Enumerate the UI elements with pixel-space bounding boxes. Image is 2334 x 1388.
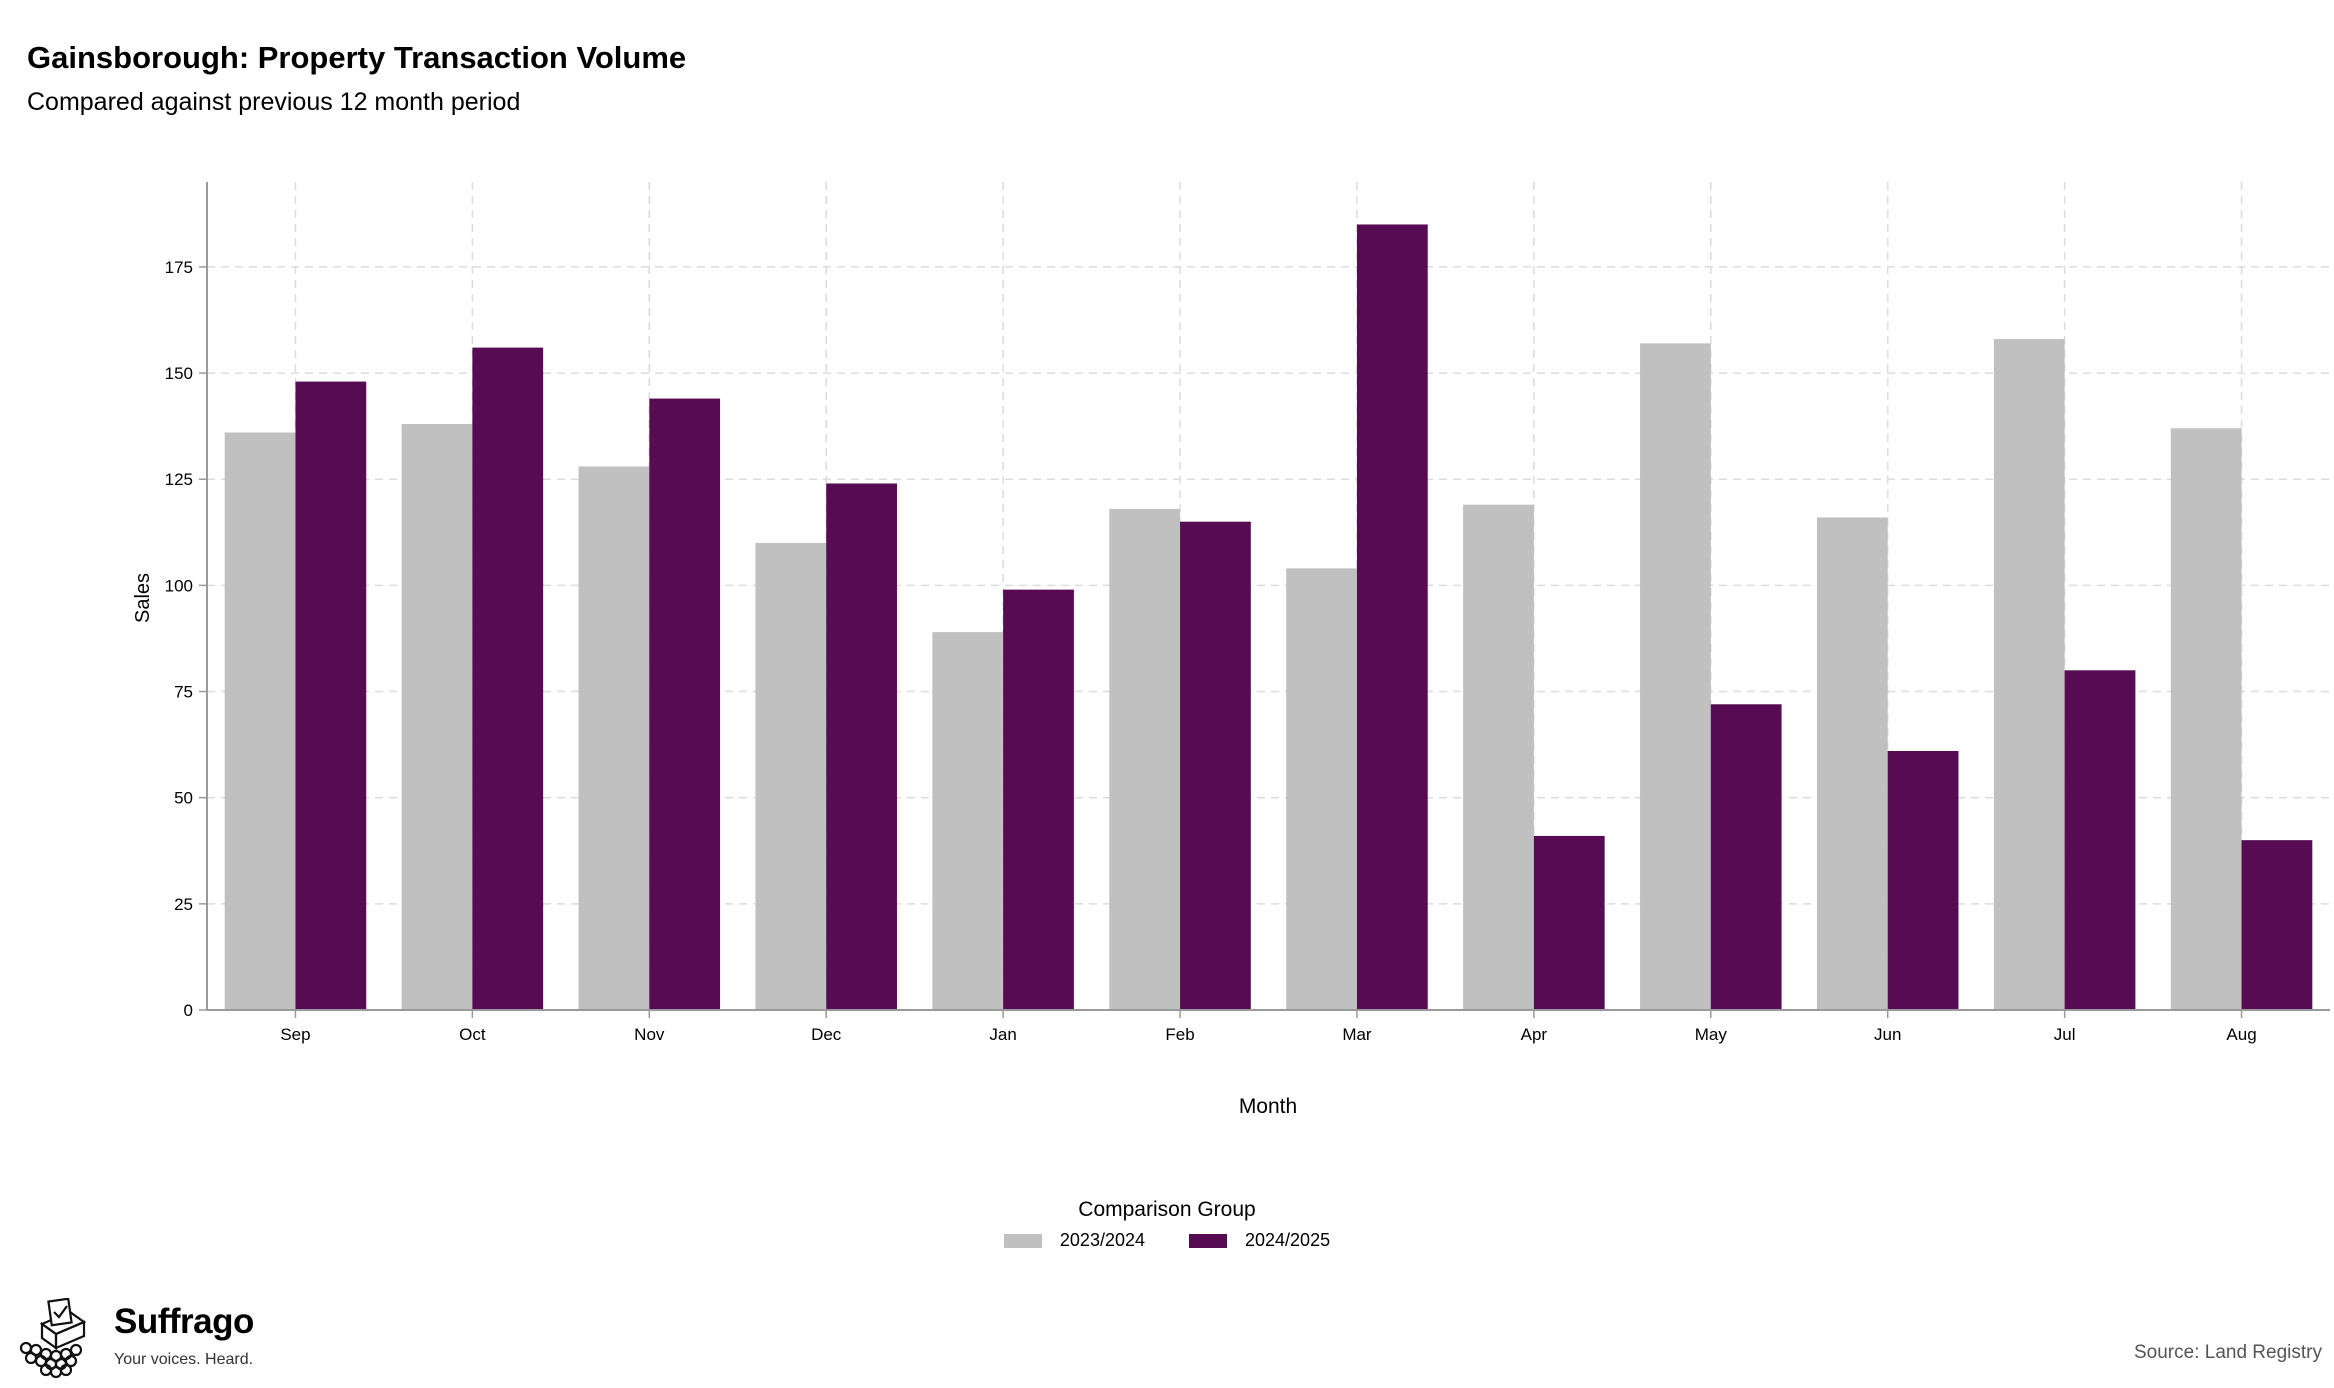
bar-2023-2024-jun [1816,517,1888,1010]
legend-swatch-2024 [1189,1233,1227,1248]
legend-swatch-2023 [1003,1233,1042,1248]
bar-2023-2024-mar [1286,568,1357,1010]
x-tick-label: Apr [1521,1025,1548,1044]
bar-2023-2024-feb [1109,508,1181,1010]
y-axis-label: Sales [132,573,154,623]
y-tick-label: 0 [184,1001,193,1020]
y-tick-label: 50 [174,789,193,808]
legend: Comparison Group 2023/2024 2024/2025 [0,1198,2334,1253]
chart-subtitle: Compared against previous 12 month perio… [27,88,521,116]
x-tick-label: May [1695,1025,1728,1044]
bar-2024-2025-sep [295,381,367,1011]
x-tick-label: Dec [811,1025,842,1044]
bar-2023-2024-jan [932,632,1004,1010]
bar-2024-2025-dec [826,483,897,1010]
y-tick-label: 150 [165,364,193,383]
brand-logo: Suffrago Your voices. Heard. [14,1298,254,1378]
bar-2024-2025-apr [1533,835,1605,1010]
brand-tagline: Your voices. Heard. [114,1351,254,1368]
x-tick-label: Oct [459,1025,486,1044]
bar-2023-2024-dec [755,542,827,1010]
axes: 0 25 50 75 100 125 150 175 Sep Oct Nov Dec Jan Feb Mar… [165,182,2330,1044]
brand-name: Suffrago [114,1302,254,1341]
bar-2024-2025-mar [1356,224,1428,1010]
y-tick-label: 25 [174,895,193,914]
bar-2024-2025-may [1710,704,1782,1010]
y-tick-label: 100 [165,576,193,595]
bar-2024-2025-feb [1180,521,1251,1010]
source-note: Source: Land Registry [2134,1342,2322,1363]
legend-title: Comparison Group [1078,1198,1256,1221]
bar-2024-2025-oct [472,347,544,1011]
legend-label-2024: 2024/2025 [1245,1230,1331,1250]
y-tick-label: 125 [165,470,193,489]
legend-items: 2023/2024 2024/2025 [1003,1230,1330,1251]
y-tick-label: 175 [165,258,193,277]
bar-2024-2025-nov [649,398,721,1010]
ballot-box-icon [19,1298,87,1378]
legend-item-2023: 2023/2024 [1003,1230,1145,1251]
x-tick-label: Jan [989,1025,1016,1044]
x-tick-label: Jun [1874,1025,1901,1044]
x-tick-label: Aug [2226,1025,2256,1044]
x-axis-label: Month [1239,1095,1297,1118]
bars [224,224,2313,1011]
x-tick-label: Sep [280,1025,310,1044]
chart-title: Gainsborough: Property Transaction Volum… [27,40,687,75]
x-tick-label: Nov [634,1025,665,1044]
x-tick-label: Jul [2054,1025,2076,1044]
x-tick-label: Feb [1165,1025,1194,1044]
bar-2023-2024-nov [578,466,650,1010]
bar-2024-2025-jul [2064,670,2136,1010]
bar-2023-2024-may [1640,343,1711,1010]
x-tick-label: Mar [1342,1025,1372,1044]
legend-label-2023: 2023/2024 [1059,1230,1145,1250]
bar-2023-2024-sep [224,432,296,1010]
legend-item-2024: 2024/2025 [1189,1230,1330,1251]
bar-2023-2024-apr [1463,504,1534,1010]
y-tick-label: 75 [174,683,193,702]
bar-2024-2025-aug [2241,840,2313,1010]
bar-2023-2024-oct [401,424,473,1010]
bar-2023-2024-aug [2170,428,2242,1010]
bar-2024-2025-jan [1003,589,1074,1010]
bar-2023-2024-jul [1993,339,2065,1011]
bar-2024-2025-jun [1887,750,1959,1010]
